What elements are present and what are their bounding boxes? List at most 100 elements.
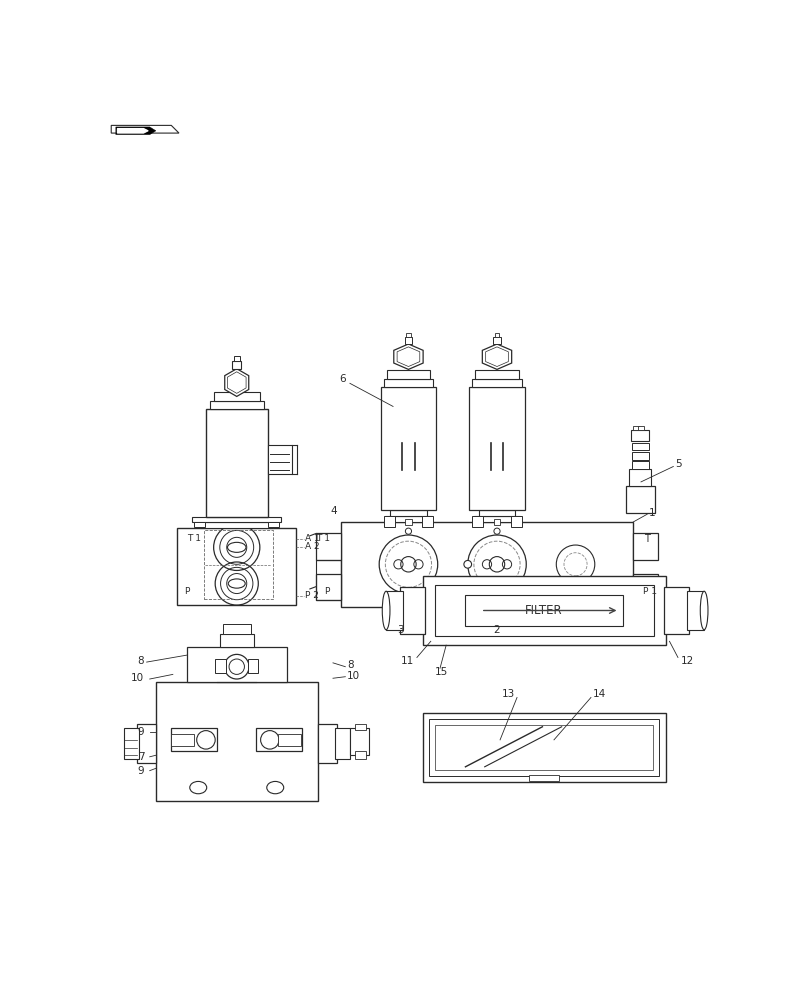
Text: 13: 13 (502, 689, 515, 699)
Polygon shape (116, 127, 156, 135)
Text: 2: 2 (493, 625, 500, 635)
Bar (629, 469, 650, 486)
Bar (192, 517, 281, 522)
Bar (633, 574, 657, 600)
Bar (315, 574, 341, 600)
Bar (187, 647, 286, 682)
Bar (136, 724, 156, 763)
Text: 8: 8 (138, 656, 144, 666)
Bar (171, 728, 217, 751)
Text: P: P (184, 587, 190, 596)
Ellipse shape (228, 579, 245, 588)
Bar (200, 522, 272, 528)
Bar (435, 725, 653, 770)
Bar (406, 333, 410, 337)
Bar (277, 734, 300, 746)
Text: T: T (643, 534, 649, 544)
Bar (510, 516, 521, 527)
Bar (354, 751, 366, 759)
Bar (193, 522, 205, 527)
Text: 7: 7 (138, 752, 144, 762)
Bar (631, 443, 648, 450)
Bar (630, 430, 649, 441)
Polygon shape (225, 369, 248, 396)
Text: 9: 9 (138, 727, 144, 737)
Polygon shape (482, 344, 511, 369)
Text: 11: 11 (400, 656, 414, 666)
Bar (234, 356, 239, 361)
Text: P 1: P 1 (642, 587, 656, 596)
Bar (220, 634, 253, 647)
Bar (232, 361, 241, 369)
Bar (354, 724, 366, 730)
Bar (213, 392, 260, 401)
Bar (334, 728, 350, 759)
Text: 4: 4 (330, 506, 337, 516)
Text: 3: 3 (397, 625, 404, 635)
Bar (633, 426, 639, 430)
Bar (474, 516, 520, 522)
Bar (472, 516, 483, 527)
Text: 10: 10 (346, 671, 359, 681)
Text: T 1: T 1 (187, 534, 201, 543)
Polygon shape (393, 344, 423, 369)
Ellipse shape (382, 591, 389, 630)
Polygon shape (111, 125, 178, 133)
Circle shape (463, 560, 471, 568)
Bar (380, 387, 436, 510)
Bar (400, 587, 424, 634)
Bar (209, 401, 264, 409)
Bar (475, 370, 518, 379)
Text: 6: 6 (339, 374, 345, 384)
Bar (384, 379, 432, 387)
Bar (624, 486, 654, 513)
Text: A 2: A 2 (305, 542, 320, 551)
Bar (469, 387, 524, 510)
Bar (492, 337, 500, 344)
Bar (404, 337, 412, 344)
Bar (315, 533, 341, 560)
Bar (478, 510, 515, 516)
Text: P: P (324, 587, 329, 596)
Text: P 2: P 2 (305, 591, 319, 600)
Bar (247, 659, 258, 673)
Text: 14: 14 (592, 689, 605, 699)
Bar (341, 522, 633, 607)
Bar (494, 333, 499, 337)
Bar (493, 519, 500, 525)
Bar (215, 659, 225, 673)
Bar (528, 774, 559, 781)
Polygon shape (118, 128, 148, 133)
Bar (384, 516, 394, 527)
Bar (385, 516, 431, 522)
Bar (631, 461, 648, 469)
Bar (472, 379, 521, 387)
Bar (255, 728, 302, 751)
Bar (204, 530, 272, 599)
Bar (386, 370, 430, 379)
Bar (631, 452, 648, 460)
Text: 12: 12 (680, 656, 693, 666)
Bar (222, 624, 251, 634)
Text: 10: 10 (131, 673, 144, 683)
Bar (405, 519, 411, 525)
Ellipse shape (699, 591, 707, 630)
Bar (267, 445, 292, 474)
Bar (267, 522, 279, 527)
Bar (423, 576, 665, 645)
Bar (386, 591, 402, 630)
Text: A 1: A 1 (305, 534, 320, 543)
Text: 1: 1 (648, 508, 654, 518)
Ellipse shape (267, 781, 283, 794)
Bar (422, 516, 432, 527)
Bar (423, 713, 665, 782)
Bar (156, 682, 317, 801)
Bar (663, 587, 688, 634)
Bar (465, 595, 623, 626)
Bar (389, 510, 427, 516)
Text: 8: 8 (346, 660, 353, 670)
Bar (637, 426, 643, 430)
Ellipse shape (227, 542, 246, 552)
Bar (429, 719, 659, 776)
Ellipse shape (190, 781, 207, 794)
